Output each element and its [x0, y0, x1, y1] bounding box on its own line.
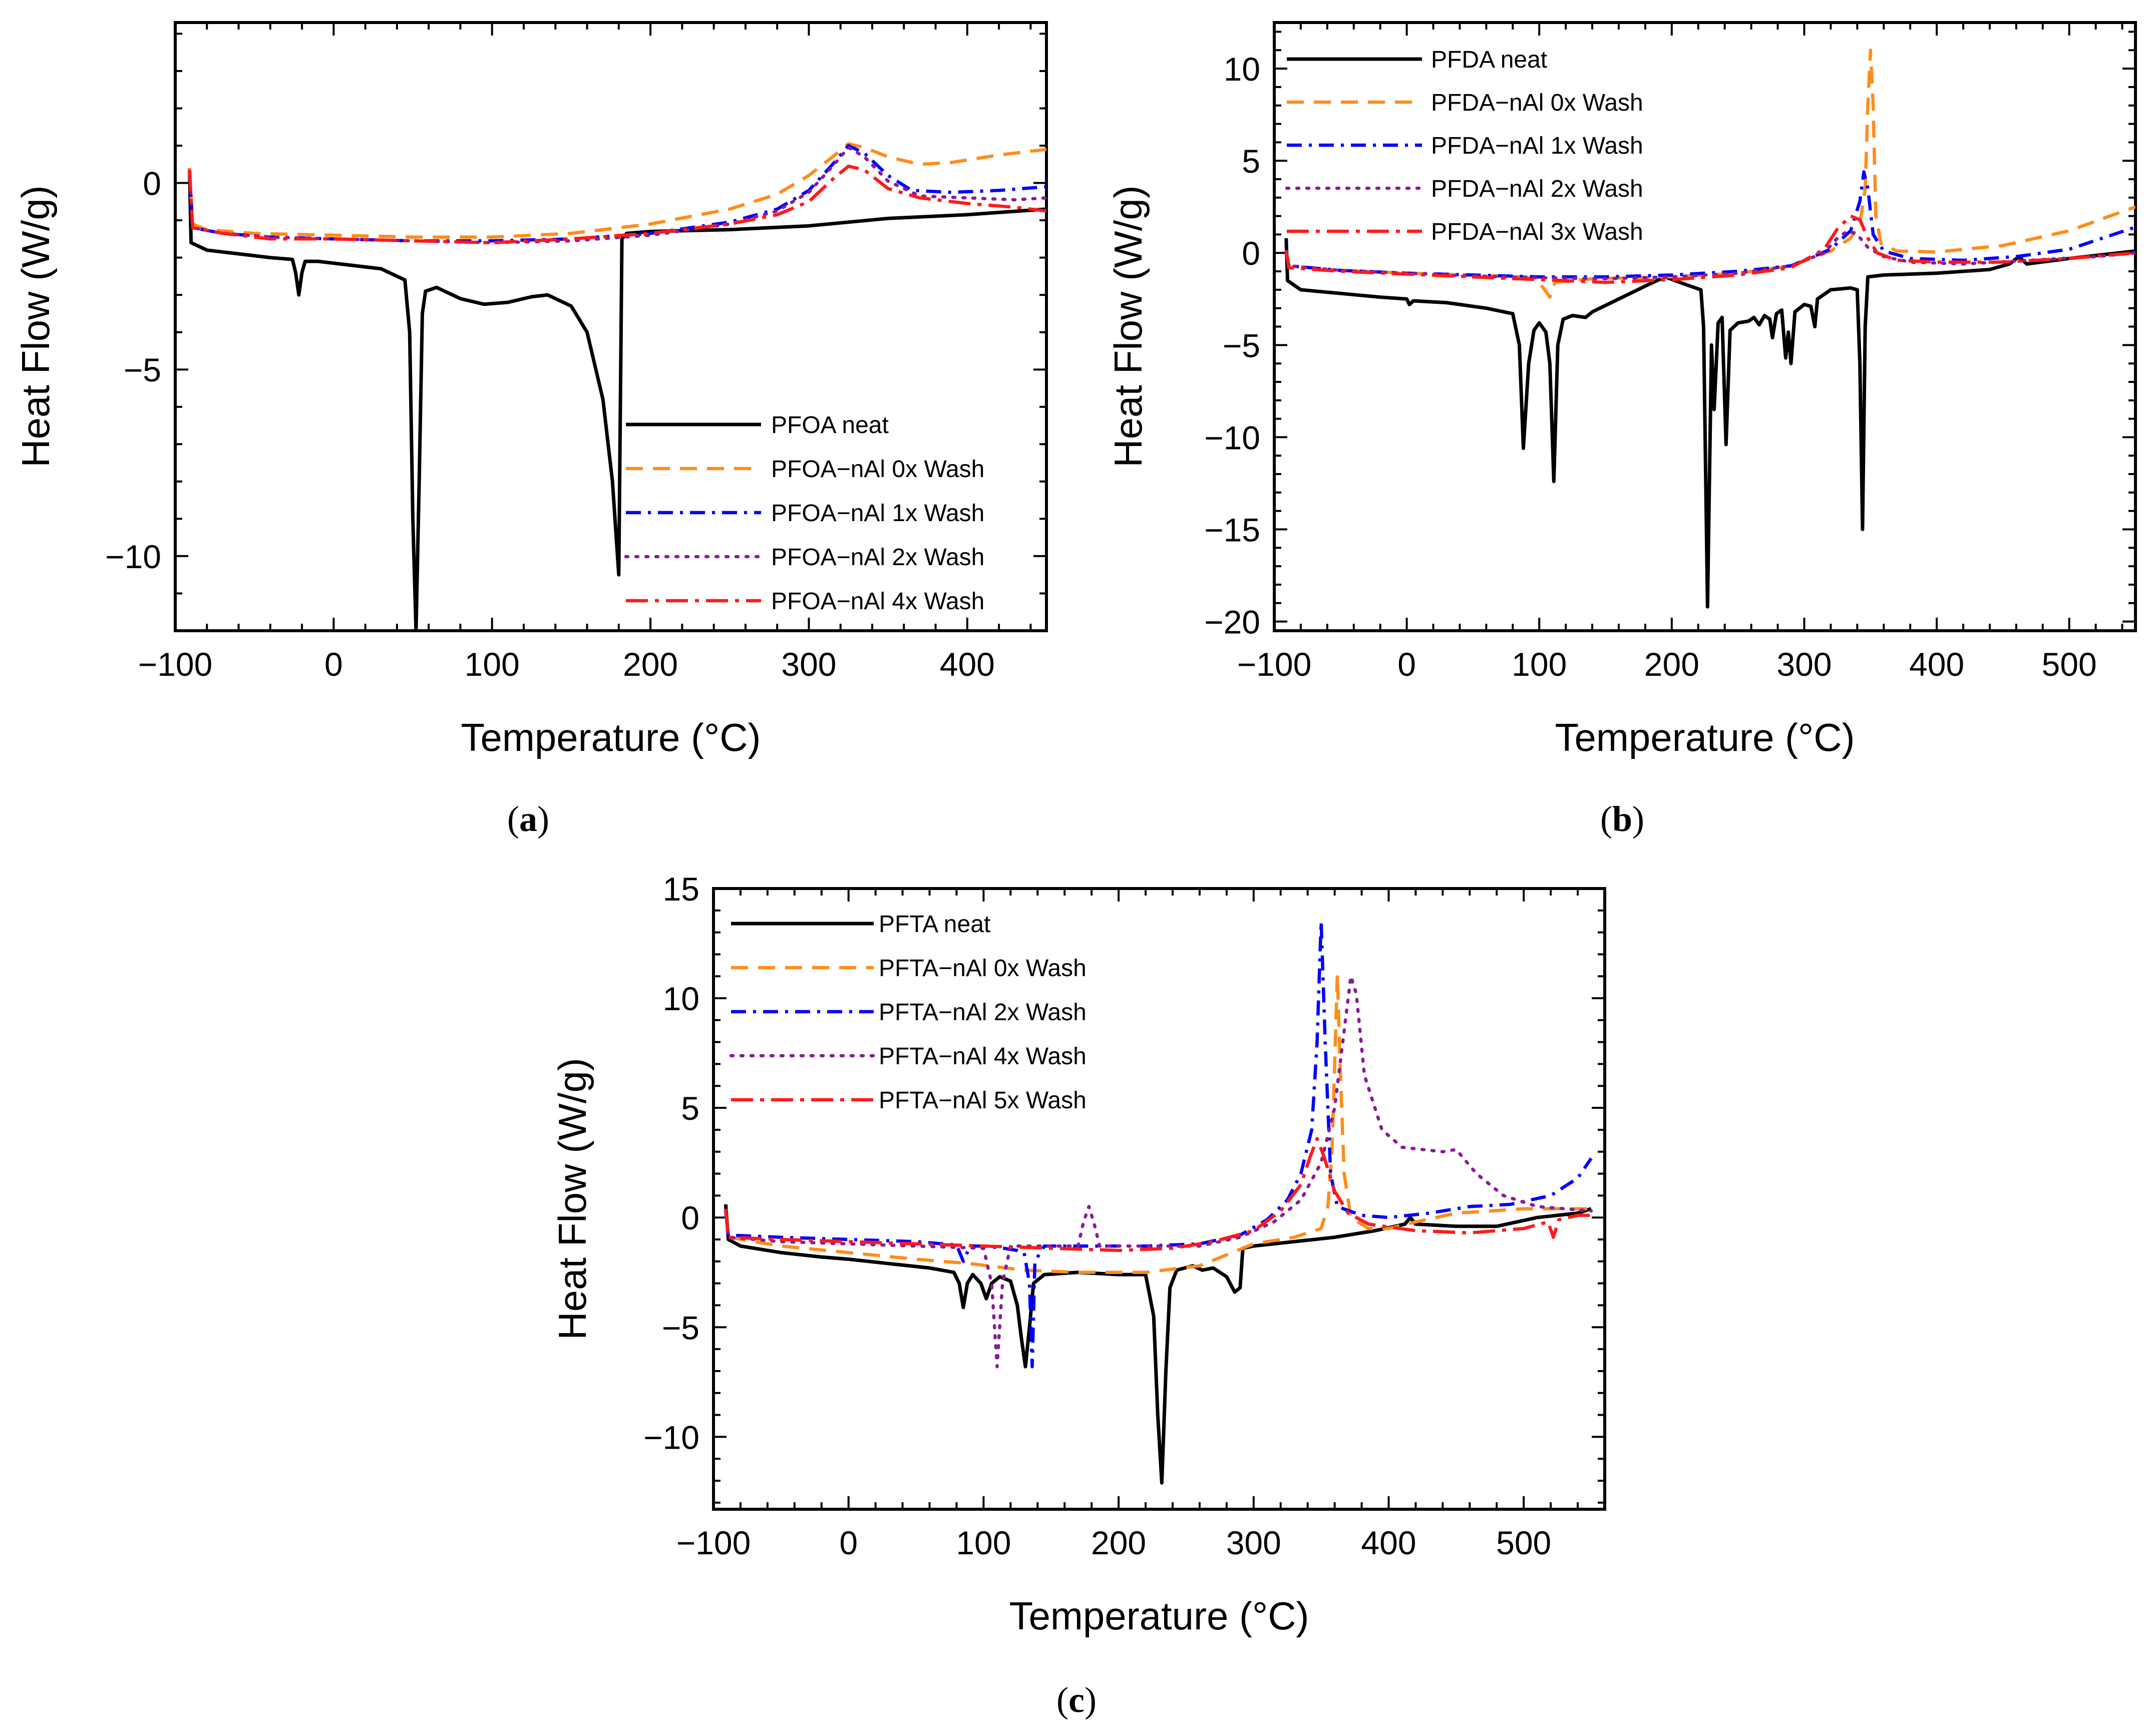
y-tick-label: 0 — [143, 165, 161, 202]
plot-area-a — [174, 21, 1048, 632]
y-tick-label: −5 — [124, 351, 161, 388]
x-tick-label: 200 — [623, 646, 678, 683]
series-line-c-3 — [724, 975, 1593, 1369]
legend-a: PFOA neat PFOA−nAl 0x Wash PFOA−nAl 1x Was… — [624, 412, 984, 615]
legend-label: PFOA−nAl 2x Wash — [771, 544, 984, 571]
ticks-a: −100 0 100 200 300 400 0 −5 −10 — [105, 23, 1046, 683]
panel-a: −100 0 100 200 300 400 0 −5 −10 PFOA neat PFOA−nA… — [14, 21, 1048, 839]
y-tick-label: −10 — [1204, 419, 1260, 456]
x-tick-label: 300 — [1226, 1524, 1281, 1561]
legend-b: PFDA neat PFDA−nAl 0x Wash PFDA−nAl 1x Was… — [1285, 47, 1643, 245]
series-line-b-3 — [1284, 229, 2135, 281]
y-tick-label: −5 — [1223, 327, 1260, 364]
legend-c: PFTA neat PFTA−nAl 0x Wash PFTA−nAl 2x Was… — [729, 911, 1087, 1114]
x-tick-label: 200 — [1644, 646, 1699, 683]
x-tick-label: 100 — [465, 646, 520, 683]
y-tick-label: 0 — [681, 1199, 699, 1236]
series-line-c-4 — [724, 1137, 1591, 1252]
x-axis-title-c: Temperature (°C) — [1009, 1594, 1309, 1638]
series-line-a-3 — [188, 146, 1046, 245]
x-tick-label: 300 — [1776, 646, 1832, 683]
x-tick-label: −100 — [1237, 646, 1312, 683]
legend-label: PFTA neat — [879, 911, 990, 938]
y-tick-label: −10 — [643, 1419, 699, 1456]
x-tick-label: 0 — [324, 646, 343, 683]
legend-label: PFTA−nAl 2x Wash — [879, 999, 1087, 1026]
series-line-b-0 — [1284, 238, 2135, 609]
y-tick-label: −20 — [1204, 604, 1260, 641]
legend-label: PFDA−nAl 1x Wash — [1431, 133, 1643, 159]
x-tick-label: 100 — [956, 1524, 1011, 1561]
panel-label-b: (b) — [1600, 799, 1644, 839]
x-tick-label: 400 — [1361, 1524, 1416, 1561]
legend-label: PFDA−nAl 2x Wash — [1431, 176, 1643, 202]
x-tick-label: 500 — [1496, 1524, 1551, 1561]
y-tick-label: 15 — [663, 871, 699, 908]
y-tick-label: −15 — [1204, 512, 1260, 549]
y-tick-label: 5 — [681, 1090, 699, 1127]
legend-label: PFTA−nAl 5x Wash — [879, 1087, 1087, 1114]
y-axis-title-a: Heat Flow (W/g) — [14, 185, 58, 467]
y-tick-label: 0 — [1242, 235, 1260, 272]
panel-label-a: (a) — [507, 799, 549, 839]
x-tick-label: 400 — [1909, 646, 1964, 683]
legend-label: PFTA−nAl 4x Wash — [879, 1043, 1087, 1070]
curves-c — [724, 920, 1593, 1485]
x-axis-title-a: Temperature (°C) — [461, 715, 761, 759]
y-tick-label: −10 — [105, 538, 161, 575]
legend-label: PFOA−nAl 0x Wash — [771, 456, 984, 483]
panel-b: −100 0 100 200 300 400 500 10 5 0 −5 −10 −15 −20 PFDA… — [1106, 21, 2137, 839]
series-line-a-2 — [188, 144, 1046, 243]
x-axis-title-b: Temperature (°C) — [1555, 715, 1855, 759]
y-tick-label: 10 — [1224, 51, 1260, 88]
panel-label-c: (c) — [1056, 1680, 1097, 1720]
legend-label: PFOA−nAl 1x Wash — [771, 500, 984, 527]
legend-label: PFOA neat — [771, 412, 889, 439]
panel-c: −100 0 100 200 300 400 500 15 10 5 0 −5 −10 PFTA nea… — [550, 871, 1606, 1720]
series-line-a-4 — [188, 164, 1046, 245]
series-line-b-4 — [1284, 214, 2135, 284]
y-tick-label: 5 — [1242, 143, 1260, 180]
series-line-c-2 — [724, 920, 1593, 1369]
x-tick-label: −100 — [676, 1524, 751, 1561]
x-tick-label: 100 — [1512, 646, 1567, 683]
x-tick-label: 0 — [1397, 646, 1416, 683]
series-line-c-0 — [724, 1204, 1592, 1485]
x-tick-label: 500 — [2042, 646, 2097, 683]
y-axis-title-c: Heat Flow (W/g) — [550, 1058, 594, 1340]
legend-label: PFDA−nAl 3x Wash — [1431, 219, 1643, 245]
ticks-c: −100 0 100 200 300 400 500 15 10 5 0 −5 −10 — [643, 871, 1606, 1561]
y-tick-label: 10 — [663, 980, 699, 1017]
ticks-b: −100 0 100 200 300 400 500 10 5 0 −5 −10 −15 −20 — [1204, 23, 2135, 683]
legend-label: PFOA−nAl 4x Wash — [771, 588, 984, 615]
x-tick-label: 400 — [940, 646, 995, 683]
legend-label: PFTA−nAl 0x Wash — [879, 955, 1087, 982]
legend-label: PFDA neat — [1431, 47, 1547, 73]
x-tick-label: 0 — [839, 1524, 858, 1561]
curves-a — [188, 142, 1046, 631]
legend-label: PFDA−nAl 0x Wash — [1431, 90, 1643, 116]
curves-b — [1284, 48, 2135, 609]
x-tick-label: 300 — [781, 646, 836, 683]
x-tick-label: 200 — [1091, 1524, 1146, 1561]
series-line-c-1 — [724, 972, 1591, 1274]
y-tick-label: −5 — [662, 1309, 699, 1346]
y-axis-title-b: Heat Flow (W/g) — [1106, 185, 1150, 467]
x-tick-label: −100 — [138, 646, 213, 683]
